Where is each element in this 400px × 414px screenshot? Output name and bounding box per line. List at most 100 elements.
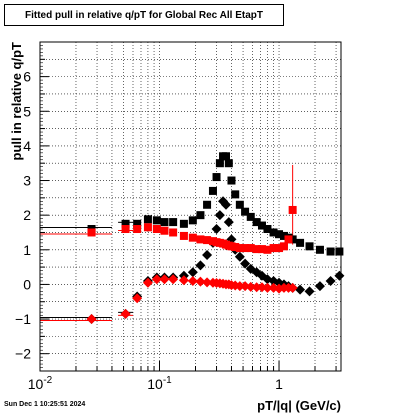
data-point-square: [215, 159, 224, 168]
data-point-square: [257, 221, 266, 230]
data-point-square: [212, 173, 221, 182]
data-point-diamond: [325, 275, 336, 286]
data-point-diamond: [195, 260, 206, 271]
data-point-diamond: [202, 277, 213, 288]
x-tick-label: 1: [275, 376, 283, 392]
data-point-square: [246, 212, 255, 221]
data-point-diamond: [221, 199, 232, 210]
data-point-square: [288, 205, 297, 214]
data-point-square: [252, 218, 261, 227]
data-point-diamond: [86, 314, 97, 325]
data-point-square: [169, 218, 178, 227]
data-point-square: [279, 242, 288, 251]
data-point-square: [275, 244, 284, 253]
data-point-square: [227, 176, 236, 185]
x-tick-label: 10-1: [147, 375, 172, 392]
data-point-square: [133, 225, 142, 234]
data-point-square: [269, 228, 278, 237]
data-point-diamond: [202, 249, 213, 260]
y-tick-label: 3: [23, 173, 31, 189]
chart-labels: −2 −1 0 1 2 3 4 5 6 10-2 10-1 1: [15, 69, 283, 392]
data-point-square: [121, 219, 130, 228]
data-point-diamond: [214, 210, 225, 221]
data-point-square: [231, 243, 240, 252]
data-point-square: [275, 230, 284, 239]
y-tick-label: 1: [23, 242, 31, 258]
footer-timestamp: Sun Dec 1 10:25:51 2024: [4, 401, 86, 408]
data-point-diamond: [314, 281, 325, 292]
y-tick-label: 4: [23, 138, 31, 154]
data-point-square: [305, 242, 314, 251]
y-tick-label: 5: [23, 103, 31, 119]
chart-error-bars: [40, 164, 294, 322]
data-point-diamond: [295, 284, 306, 295]
data-point-diamond: [262, 282, 273, 293]
data-point-diamond: [168, 274, 179, 285]
data-point-square: [188, 233, 197, 242]
data-point-square: [160, 226, 169, 235]
chart-grid: [39, 42, 341, 371]
y-axis-label: pull in relative q/pT: [9, 42, 24, 161]
data-point-diamond: [240, 258, 251, 269]
y-tick-label: 2: [23, 207, 31, 223]
y-tick-label: 0: [23, 276, 31, 292]
data-point-diamond: [334, 270, 345, 281]
plot-frame: [39, 41, 342, 372]
data-point-diamond: [245, 281, 256, 292]
data-point-diamond: [142, 277, 153, 288]
data-point-diamond: [234, 251, 245, 262]
chart-title: Fitted pull in relative q/pT for Global …: [25, 9, 263, 21]
x-tick-label: 10-2: [28, 375, 53, 392]
y-tick-label: 6: [23, 69, 31, 85]
data-point-diamond: [187, 275, 198, 286]
data-point-diamond: [223, 217, 234, 228]
data-point-square: [224, 159, 233, 168]
data-point-square: [179, 231, 188, 240]
data-point-square: [279, 231, 288, 240]
data-point-square: [196, 235, 205, 244]
data-point-square: [257, 245, 266, 254]
data-point-square: [208, 186, 217, 195]
data-point-square: [315, 245, 324, 254]
data-point-diamond: [178, 275, 189, 286]
data-point-square: [241, 244, 250, 253]
data-point-square: [231, 190, 240, 199]
data-point-square: [133, 219, 142, 228]
chart-title-box: Fitted pull in relative q/pT for Global …: [4, 4, 284, 26]
data-point-diamond: [151, 274, 162, 285]
data-point-square: [152, 216, 161, 225]
data-point-square: [235, 244, 244, 253]
data-point-square: [143, 223, 152, 232]
data-point-square: [160, 218, 169, 227]
data-point-diamond: [251, 282, 262, 293]
data-point-square: [284, 235, 293, 244]
data-point-square: [263, 225, 272, 234]
chart-marks: [86, 152, 345, 325]
data-point-square: [235, 200, 244, 209]
data-point-diamond: [195, 276, 206, 287]
data-point-square: [246, 244, 255, 253]
data-point-square: [121, 225, 130, 234]
data-point-square: [196, 211, 205, 220]
data-point-square: [288, 235, 297, 244]
data-point-diamond: [304, 286, 315, 297]
data-point-square: [263, 245, 272, 254]
data-point-square: [179, 219, 188, 228]
data-point-square: [269, 244, 278, 253]
data-point-square: [169, 228, 178, 237]
y-tick-label: −2: [15, 346, 31, 362]
data-point-square: [87, 228, 96, 237]
data-point-square: [326, 247, 335, 256]
data-point-square: [152, 225, 161, 234]
data-point-diamond: [234, 281, 245, 292]
data-point-square: [188, 216, 197, 225]
data-point-square: [241, 207, 250, 216]
data-point-diamond: [287, 282, 298, 293]
data-point-square: [252, 245, 261, 254]
data-point-diamond: [120, 308, 131, 319]
data-point-square: [296, 238, 305, 247]
data-point-diamond: [132, 293, 143, 304]
data-point-square: [143, 215, 152, 224]
y-tick-label: −1: [15, 311, 31, 327]
